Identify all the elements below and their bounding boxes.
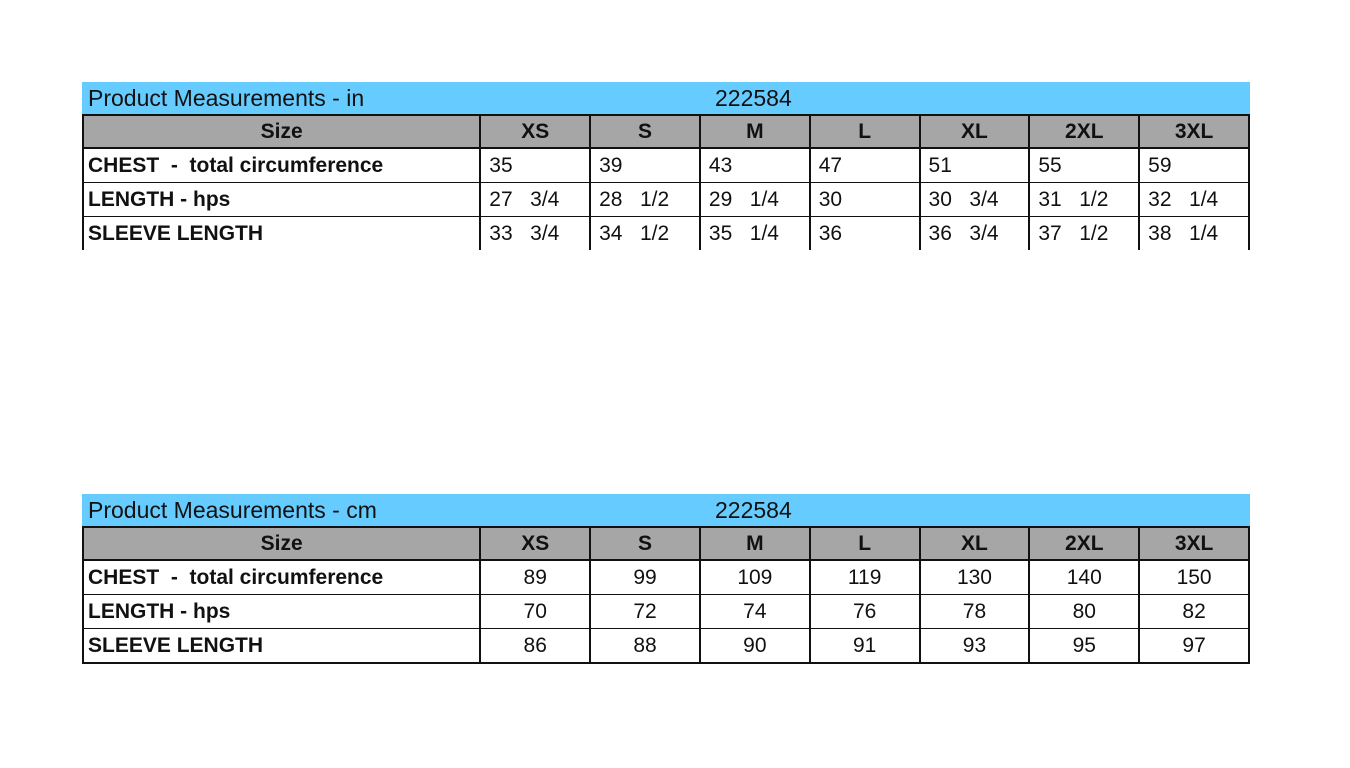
measurement-value: 99 [591, 561, 701, 594]
measurement-value: 29 1/4 [701, 183, 811, 216]
size-header: S [591, 116, 701, 147]
measurement-value: 93 [921, 629, 1031, 662]
measurement-value: 31 1/2 [1030, 183, 1141, 216]
measurement-value: 55 [1030, 149, 1141, 182]
measurement-value: 72 [591, 595, 701, 628]
measurement-label: LENGTH - hps [84, 595, 482, 628]
measurement-value: 35 [481, 149, 592, 182]
size-header: 2XL [1030, 528, 1141, 559]
measurement-value: 47 [811, 149, 921, 182]
size-header: L [811, 528, 921, 559]
measurement-value: 30 [811, 183, 921, 216]
title-bar: Product Measurements - cm 222584 [82, 494, 1250, 526]
cm-measurements-table: Product Measurements - cm 222584 Size XS S M L… [82, 494, 1250, 664]
measurement-value: 150 [1140, 561, 1250, 594]
measurement-value: 95 [1030, 629, 1141, 662]
size-header: L [811, 116, 921, 147]
measurement-value: 37 1/2 [1030, 217, 1141, 250]
measurement-value: 38 1/4 [1140, 217, 1250, 250]
size-header: 3XL [1140, 528, 1250, 559]
measurement-value: 35 1/4 [701, 217, 811, 250]
size-header: XL [921, 528, 1031, 559]
size-header: M [701, 116, 811, 147]
measurement-value: 36 [811, 217, 921, 250]
measurement-value: 70 [481, 595, 592, 628]
table-row: SLEEVE LENGTH 86 88 90 91 93 95 97 [82, 629, 1250, 664]
measurement-value: 86 [481, 629, 592, 662]
measurement-value: 34 1/2 [591, 217, 701, 250]
measurement-value: 90 [701, 629, 811, 662]
table-row: LENGTH - hps 27 3/4 28 1/2 29 1/4 30 30 3/4 31… [82, 183, 1250, 217]
header-row: Size XS S M L XL 2XL 3XL [82, 114, 1250, 149]
size-label-header: Size [84, 116, 482, 147]
measurement-label: CHEST - total circumference [84, 561, 482, 594]
measurement-value: 59 [1140, 149, 1250, 182]
header-row: Size XS S M L XL 2XL 3XL [82, 526, 1250, 561]
measurement-label: SLEEVE LENGTH [84, 217, 482, 250]
measurement-value: 36 3/4 [921, 217, 1031, 250]
measurement-value: 130 [921, 561, 1031, 594]
size-header: S [591, 528, 701, 559]
measurement-value: 109 [701, 561, 811, 594]
size-header: 3XL [1140, 116, 1250, 147]
measurement-value: 28 1/2 [591, 183, 701, 216]
measurement-value: 119 [811, 561, 921, 594]
size-header: 2XL [1030, 116, 1141, 147]
table-title: Product Measurements - cm [88, 497, 377, 523]
measurement-value: 76 [811, 595, 921, 628]
measurement-value: 140 [1030, 561, 1141, 594]
measurement-value: 43 [701, 149, 811, 182]
measurement-value: 32 1/4 [1140, 183, 1250, 216]
style-number: 222584 [715, 85, 792, 111]
measurement-value: 39 [591, 149, 701, 182]
table-row: LENGTH - hps 70 72 74 76 78 80 82 [82, 595, 1250, 629]
table-row: SLEEVE LENGTH 33 3/4 34 1/2 35 1/4 36 36 3/4 3… [82, 217, 1250, 250]
table-title: Product Measurements - in [88, 85, 365, 111]
measurement-label: SLEEVE LENGTH [84, 629, 482, 662]
measurement-value: 27 3/4 [481, 183, 592, 216]
size-header: XL [921, 116, 1031, 147]
table-row: CHEST - total circumference 89 99 109 119 130… [82, 561, 1250, 595]
inch-measurements-table: Product Measurements - in 222584 Size XS S M L… [82, 82, 1250, 250]
size-label-header: Size [84, 528, 482, 559]
measurement-value: 51 [921, 149, 1031, 182]
measurement-value: 74 [701, 595, 811, 628]
measurement-label: LENGTH - hps [84, 183, 482, 216]
size-header: XS [481, 528, 592, 559]
size-header: M [701, 528, 811, 559]
measurement-value: 89 [481, 561, 592, 594]
measurement-value: 80 [1030, 595, 1141, 628]
measurement-value: 88 [591, 629, 701, 662]
measurement-value: 82 [1140, 595, 1250, 628]
measurement-value: 78 [921, 595, 1031, 628]
measurement-value: 30 3/4 [921, 183, 1031, 216]
table-row: CHEST - total circumference 35 39 43 47 51 55 5… [82, 149, 1250, 183]
measurement-value: 91 [811, 629, 921, 662]
measurement-label: CHEST - total circumference [84, 149, 482, 182]
style-number: 222584 [715, 497, 792, 523]
measurement-value: 97 [1140, 629, 1250, 662]
size-header: XS [481, 116, 592, 147]
title-bar: Product Measurements - in 222584 [82, 82, 1250, 114]
measurement-value: 33 3/4 [481, 217, 592, 250]
